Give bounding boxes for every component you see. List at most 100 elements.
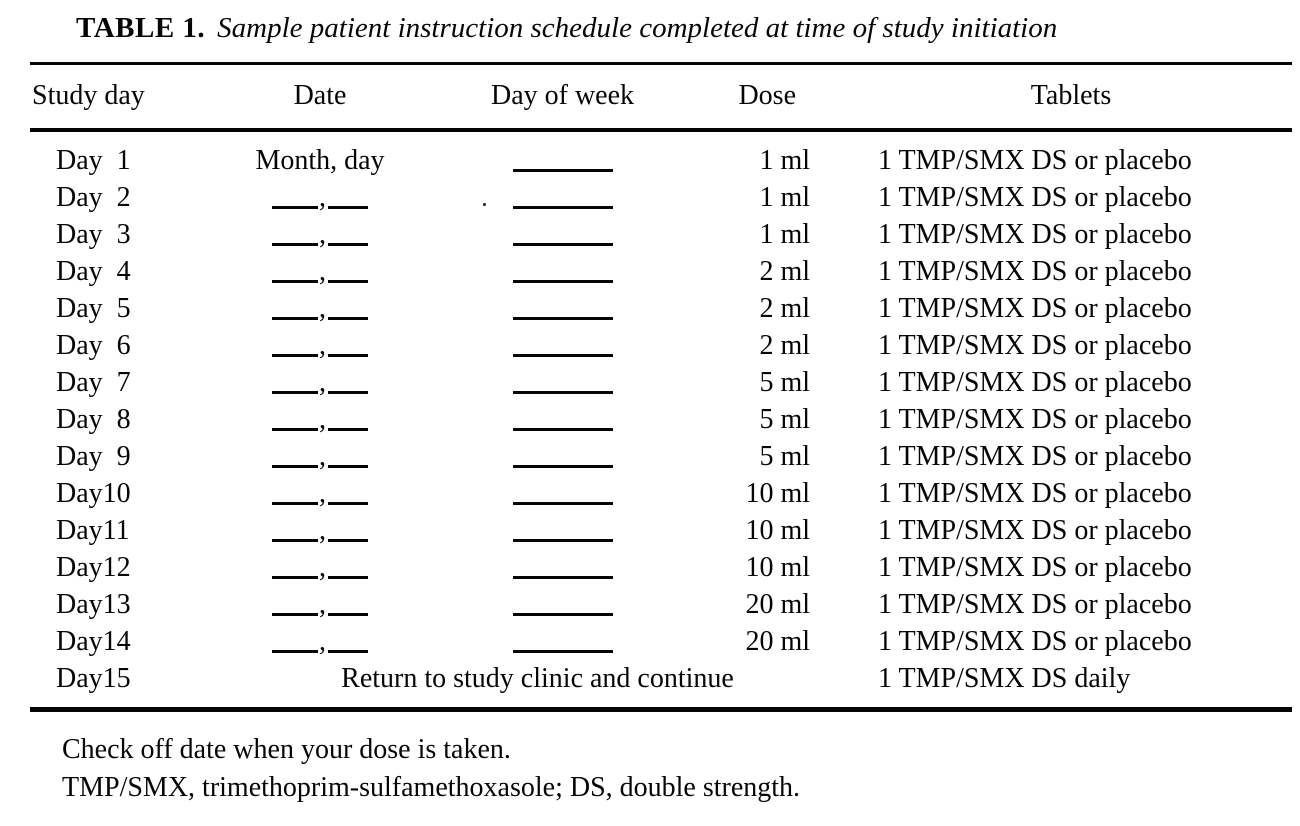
date-blank-comma: , — [319, 626, 326, 657]
day-of-week-cell — [445, 253, 660, 290]
date-cell: , — [235, 327, 445, 364]
date-blank-line — [272, 315, 318, 320]
study-day-cell: Day 2 — [56, 182, 131, 213]
column-header-study-day: Study day — [30, 63, 235, 132]
day-of-week-blank-line — [512, 611, 613, 616]
column-header-date: Date — [235, 63, 445, 132]
day-of-week-blank-line — [512, 389, 613, 394]
table-row: Day13, 20 ml 1 TMP/SMX DS or placebo — [30, 586, 1292, 623]
date-cell: , — [235, 179, 445, 216]
tablets-cell: 1 TMP/SMX DS or placebo — [878, 478, 1192, 509]
day-of-week-blank-line — [512, 574, 613, 579]
date-blank-line — [328, 204, 368, 209]
table-row: Day 1 Month, day 1 ml 1 TMP/SMX DS or place… — [30, 130, 1292, 179]
date-blank-comma: , — [319, 441, 326, 472]
date-blank-comma: , — [319, 404, 326, 435]
table-row: Day 8, 5 ml 1 TMP/SMX DS or placebo — [30, 401, 1292, 438]
date-blank-comma: , — [319, 589, 326, 620]
day-of-week-blank-line — [512, 463, 613, 468]
table-row: Day15 Return to study clinic and continue… — [30, 660, 1292, 710]
study-day-cell: Day 4 — [56, 256, 131, 287]
date-cell: , — [235, 549, 445, 586]
date-blank-line — [328, 574, 368, 579]
clinic-note-cell: Return to study clinic and continue — [341, 663, 734, 694]
column-header-day-of-week: Day of week — [445, 63, 660, 132]
day-of-week-cell — [445, 549, 660, 586]
tablets-cell: 1 TMP/SMX DS or placebo — [878, 626, 1192, 657]
table-row: Day 4, 2 ml 1 TMP/SMX DS or placebo — [30, 253, 1292, 290]
day-of-week-blank-line — [512, 241, 613, 246]
day-of-week-blank-line — [512, 204, 613, 209]
day-of-week-cell — [445, 438, 660, 475]
day-of-week-blank-line — [512, 648, 613, 653]
date-cell: , — [235, 401, 445, 438]
tablets-cell: 1 TMP/SMX DS or placebo — [878, 404, 1192, 435]
date-blank-comma: , — [319, 478, 326, 509]
date-blank-line — [328, 648, 368, 653]
study-day-cell: Day 5 — [56, 293, 131, 324]
day-of-week-cell — [445, 475, 660, 512]
date-blank-line — [328, 426, 368, 431]
column-header-dose: Dose — [660, 63, 820, 132]
date-cell: , — [235, 438, 445, 475]
table-row: Day12, 10 ml 1 TMP/SMX DS or placebo — [30, 549, 1292, 586]
day-of-week-blank-line — [512, 537, 613, 542]
day-of-week-cell — [445, 512, 660, 549]
date-blank-line — [272, 500, 318, 505]
date-blank-comma: , — [319, 367, 326, 398]
date-blank-line — [272, 278, 318, 283]
dose-cell: 1 ml — [759, 219, 810, 250]
table-row: Day11, 10 ml 1 TMP/SMX DS or placebo — [30, 512, 1292, 549]
date-blank-line — [272, 426, 318, 431]
date-blank-line — [328, 352, 368, 357]
day-of-week-cell — [445, 179, 660, 216]
date-blank-line — [272, 574, 318, 579]
tablets-cell: 1 TMP/SMX DS or placebo — [878, 515, 1192, 546]
date-blank-line — [272, 463, 318, 468]
table-row: Day10, 10 ml 1 TMP/SMX DS or placebo — [30, 475, 1292, 512]
study-day-cell: Day14 — [56, 626, 131, 657]
day-of-week-cell — [445, 130, 660, 179]
date-cell: , — [235, 623, 445, 660]
day-of-week-blank-line — [512, 278, 613, 283]
dose-cell: 10 ml — [745, 478, 810, 509]
date-cell: , — [235, 364, 445, 401]
tablets-cell: 1 TMP/SMX DS or placebo — [878, 330, 1192, 361]
dose-cell: 20 ml — [745, 589, 810, 620]
date-blank-comma: , — [319, 293, 326, 324]
schedule-table-body: Day 1 Month, day 1 ml 1 TMP/SMX DS or place… — [30, 130, 1292, 710]
date-cell: , — [235, 475, 445, 512]
table-row: Day 7, 5 ml 1 TMP/SMX DS or placebo — [30, 364, 1292, 401]
dose-cell: 1 ml — [759, 145, 810, 176]
date-cell: , — [235, 253, 445, 290]
date-blank-line — [272, 648, 318, 653]
header-row: Study day Date Day of week Dose Tablets — [30, 63, 1292, 132]
day-of-week-cell — [445, 623, 660, 660]
tablets-cell: 1 TMP/SMX DS or placebo — [878, 552, 1192, 583]
day-of-week-blank-line — [512, 426, 613, 431]
study-day-cell: Day13 — [56, 589, 131, 620]
dose-cell: 10 ml — [745, 552, 810, 583]
dose-cell: 20 ml — [745, 626, 810, 657]
date-blank-line — [328, 241, 368, 246]
table-row: Day 6, 2 ml 1 TMP/SMX DS or placebo — [30, 327, 1292, 364]
date-blank-comma: , — [319, 256, 326, 287]
study-day-cell: Day 7 — [56, 367, 131, 398]
study-day-cell: Day15 — [56, 663, 131, 694]
table-title: TABLE 1. Sample patient instruction sched… — [0, 0, 1300, 46]
study-day-cell: Day 1 — [56, 145, 131, 176]
date-blank-line — [272, 352, 318, 357]
dose-cell: 10 ml — [745, 515, 810, 546]
date-blank-line — [272, 241, 318, 246]
study-day-cell: Day11 — [56, 515, 130, 546]
patient-schedule-table: Study day Date Day of week Dose Tablets … — [30, 62, 1292, 712]
table-title-label: TABLE 1. — [76, 12, 206, 44]
date-blank-line — [328, 315, 368, 320]
dose-cell: 2 ml — [759, 256, 810, 287]
tablets-cell: 1 TMP/SMX DS or placebo — [878, 367, 1192, 398]
column-header-tablets: Tablets — [820, 63, 1292, 132]
day-of-week-cell — [445, 216, 660, 253]
date-blank-line — [328, 500, 368, 505]
footnote-abbreviations: TMP/SMX, trimethoprim-sulfamethoxasole; … — [62, 772, 801, 803]
